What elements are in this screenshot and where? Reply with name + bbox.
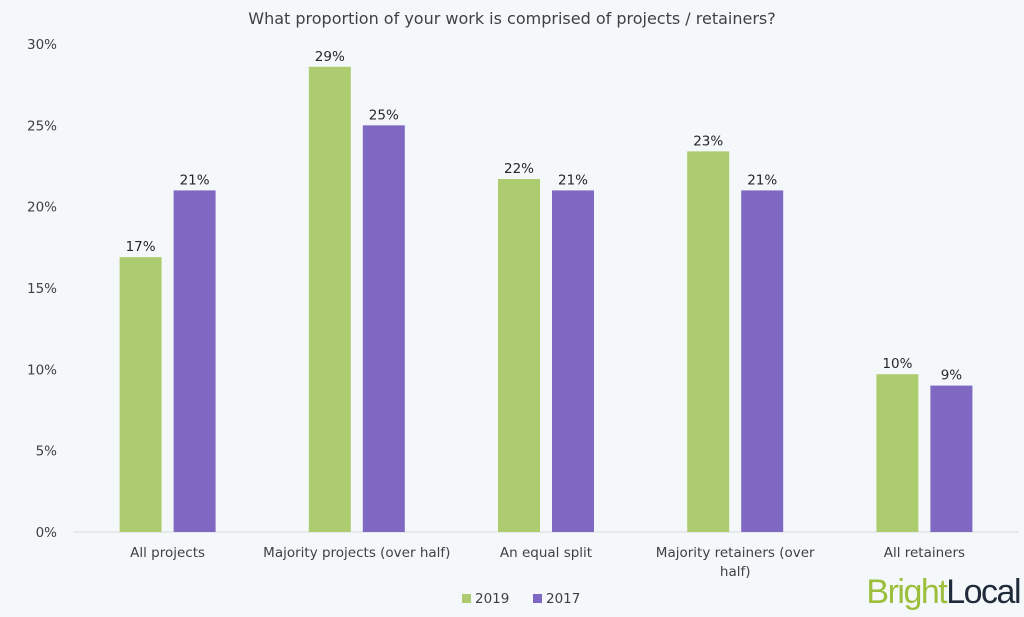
category-label: Majority projects (over half) — [263, 545, 450, 561]
legend-label: 2017 — [546, 591, 580, 607]
y-tick-label: 30% — [27, 37, 57, 53]
x-axis: All projects Majority projects (over half… — [130, 545, 965, 580]
bar-2017 — [930, 385, 973, 532]
legend-swatch — [462, 594, 471, 603]
bar-2017 — [741, 190, 784, 532]
data-label: 9% — [941, 368, 963, 384]
bar-2019 — [308, 66, 351, 533]
legend: 2019 2017 — [462, 591, 580, 607]
category-label: Majority retainers (over half) — [656, 545, 815, 580]
data-label: 21% — [558, 172, 588, 188]
bar-2017 — [362, 125, 405, 532]
bar-2017 — [552, 190, 594, 532]
y-tick-label: 25% — [27, 118, 57, 134]
bar-2019 — [687, 151, 730, 533]
bar-2017 — [173, 190, 216, 532]
bar-2019 — [498, 179, 540, 532]
y-tick-label: 0% — [36, 525, 58, 541]
y-tick-label: 5% — [36, 444, 58, 460]
data-label: 23% — [693, 133, 723, 149]
bar-2019 — [119, 257, 162, 532]
y-tick-label: 15% — [27, 281, 57, 297]
y-tick-label: 20% — [27, 200, 57, 216]
brightlocal-logo: BrightLocal — [866, 573, 1020, 611]
data-label: 25% — [369, 107, 399, 123]
category-label: All retainers — [884, 545, 965, 561]
y-tick-label: 10% — [27, 362, 57, 378]
category-label: All projects — [130, 545, 205, 561]
legend-label: 2019 — [475, 591, 509, 607]
data-label: 10% — [882, 356, 912, 372]
data-label: 21% — [180, 172, 210, 188]
data-label: 22% — [504, 161, 534, 177]
data-label: 17% — [126, 239, 156, 255]
legend-swatch — [533, 594, 542, 603]
bar-2019 — [876, 374, 919, 532]
category-label: An equal split — [500, 545, 592, 561]
bars: 17% 21% 29% 25% 22% 21% 23% 21% 10% 9% — [119, 49, 973, 533]
data-label: 29% — [315, 49, 345, 65]
y-axis: 0% 5% 10% 15% 20% 25% 30% — [27, 37, 1019, 541]
data-label: 21% — [747, 172, 777, 188]
chart-title: What proportion of your work is comprise… — [248, 9, 776, 28]
